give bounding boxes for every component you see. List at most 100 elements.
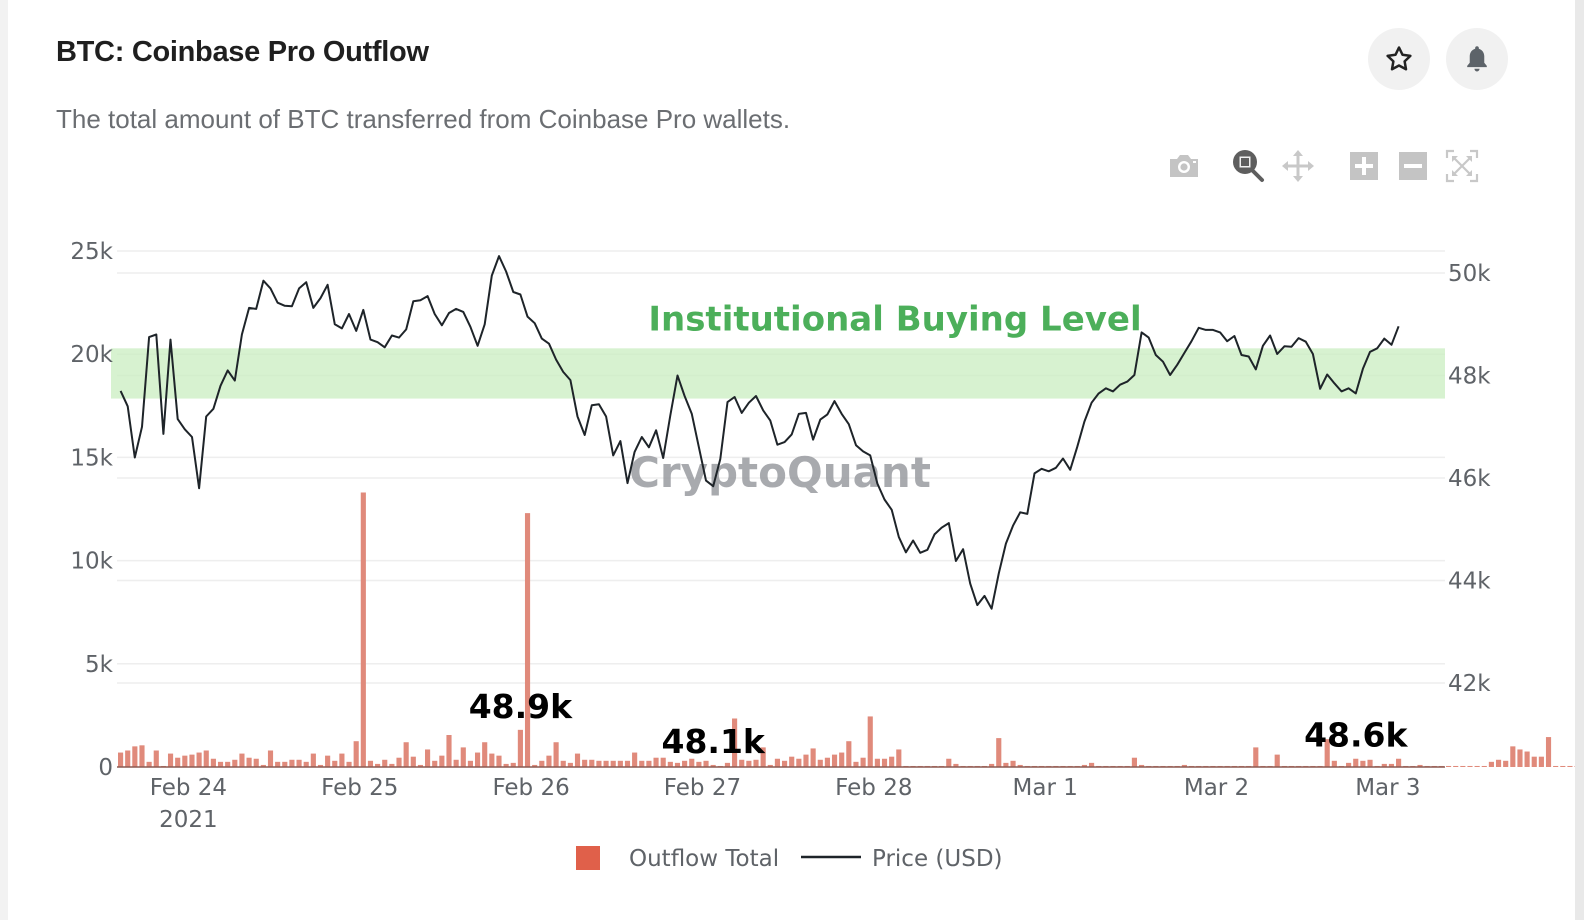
- outflow-bar: [824, 757, 830, 767]
- outflow-bar: [781, 760, 788, 767]
- outflow-bar: [510, 762, 516, 767]
- outflow-bar: [1495, 759, 1502, 767]
- outflow-bar: [432, 760, 438, 767]
- outflow-bar: [503, 763, 509, 767]
- outflow-bar: [439, 755, 445, 767]
- outflow-bar: [225, 761, 231, 767]
- outflow-bar: [167, 753, 174, 767]
- outflow-bar: [817, 759, 823, 767]
- outflow-bar: [317, 764, 324, 767]
- outflow-bar: [1360, 760, 1366, 767]
- chart-card: BTC: Coinbase Pro Outflow The total amou…: [8, 0, 1575, 920]
- zoom-in-icon: [1350, 152, 1378, 180]
- outflow-bar: [603, 760, 609, 767]
- annotation-label: 48.1k: [661, 722, 765, 761]
- favorite-button[interactable]: [1368, 28, 1430, 90]
- outflow-bar: [232, 759, 238, 767]
- camera-button[interactable]: [1164, 146, 1204, 186]
- x-tick-label: Mar 1: [1013, 775, 1078, 801]
- outflow-bar: [996, 738, 1002, 767]
- outflow-bar: [1089, 762, 1095, 767]
- outflow-bars: [117, 492, 1575, 768]
- outflow-bar: [532, 764, 538, 767]
- outflow-bar: [153, 750, 159, 767]
- x-tick-label: Feb 26: [492, 775, 569, 801]
- outflow-bar: [1131, 757, 1137, 767]
- outflow-bar: [1553, 765, 1559, 767]
- outflow-bar: [889, 756, 895, 767]
- outflow-bar: [896, 749, 902, 767]
- pan-icon: [1282, 150, 1314, 182]
- outflow-bar: [803, 754, 809, 767]
- outflow-bar: [810, 748, 816, 767]
- outflow-bar: [396, 757, 402, 767]
- annotation-label: 48.6k: [1304, 716, 1408, 755]
- outflow-bar: [1017, 764, 1023, 767]
- star-icon: [1386, 46, 1412, 71]
- pan-button[interactable]: [1278, 146, 1318, 186]
- outflow-bar: [881, 758, 888, 767]
- left-tick-label: 5k: [85, 652, 114, 678]
- outflow-bar: [275, 761, 281, 767]
- outflow-bar: [410, 756, 416, 767]
- outflow-bar: [946, 758, 952, 767]
- x-tick-sublabel: 2021: [159, 807, 218, 833]
- outflow-bar: [789, 756, 795, 767]
- outflow-bar: [1367, 759, 1373, 767]
- outflow-bar: [1396, 758, 1402, 767]
- outflow-bar: [667, 761, 673, 767]
- watermark: CryptoQuant: [629, 448, 931, 497]
- outflow-bar: [1517, 749, 1523, 767]
- outflow-bar: [732, 718, 738, 767]
- outflow-bar: [1460, 765, 1466, 767]
- zoom-button[interactable]: [1228, 146, 1268, 186]
- outflow-bar: [375, 763, 381, 767]
- outflow-bar: [1545, 737, 1552, 767]
- outflow-bar: [296, 759, 302, 767]
- outflow-bar: [624, 760, 631, 767]
- scrollbar[interactable]: [1575, 0, 1584, 920]
- zoom-out-button[interactable]: [1393, 146, 1433, 186]
- legend: Outflow Total Price (USD): [576, 846, 1003, 872]
- outflow-bar: [289, 759, 295, 767]
- outflow-bar: [574, 753, 581, 767]
- outflow-bar: [739, 759, 745, 767]
- outflow-bar: [182, 755, 188, 767]
- outflow-bar: [760, 747, 766, 767]
- outflow-bar: [117, 752, 124, 767]
- outflow-bar: [853, 761, 859, 767]
- x-tick-label: Feb 25: [321, 775, 398, 801]
- legend-label-price[interactable]: Price (USD): [872, 846, 1003, 872]
- zoom-in-button[interactable]: [1344, 146, 1384, 186]
- outflow-bar: [689, 758, 695, 767]
- outflow-bar: [831, 754, 838, 767]
- outflow-bar: [582, 759, 588, 767]
- outflow-bar: [1346, 762, 1352, 767]
- x-tick-label: Feb 24: [150, 775, 227, 801]
- alert-button[interactable]: [1446, 28, 1508, 90]
- outflow-bar: [524, 513, 531, 767]
- outflow-bar: [710, 764, 716, 767]
- band-rect: [111, 348, 1445, 399]
- outflow-bar: [1253, 747, 1259, 767]
- outflow-bar: [653, 757, 659, 767]
- outflow-bar: [839, 752, 845, 767]
- band-label: Institutional Buying Level: [648, 299, 1141, 339]
- outflow-bar: [189, 754, 195, 767]
- outflow-bar: [617, 760, 623, 767]
- outflow-bar: [539, 760, 545, 767]
- left-axis: 0 5k 10k 15k 20k 25k: [70, 239, 113, 781]
- outflow-bar: [446, 735, 452, 767]
- outflow-bar: [1560, 765, 1566, 767]
- institutional-buying-band: [111, 348, 1445, 399]
- left-tick-label: 0: [98, 755, 113, 781]
- outflow-bar: [489, 753, 495, 767]
- outflow-bar: [1353, 758, 1359, 767]
- legend-label-outflow[interactable]: Outflow Total: [629, 846, 779, 872]
- legend-swatch-outflow[interactable]: [576, 846, 600, 870]
- outflow-bar: [417, 764, 424, 767]
- outflow-bar: [560, 760, 566, 767]
- outflow-bar: [460, 747, 466, 767]
- annotation-label: 48.9k: [469, 687, 573, 726]
- autoscale-button[interactable]: [1442, 146, 1482, 186]
